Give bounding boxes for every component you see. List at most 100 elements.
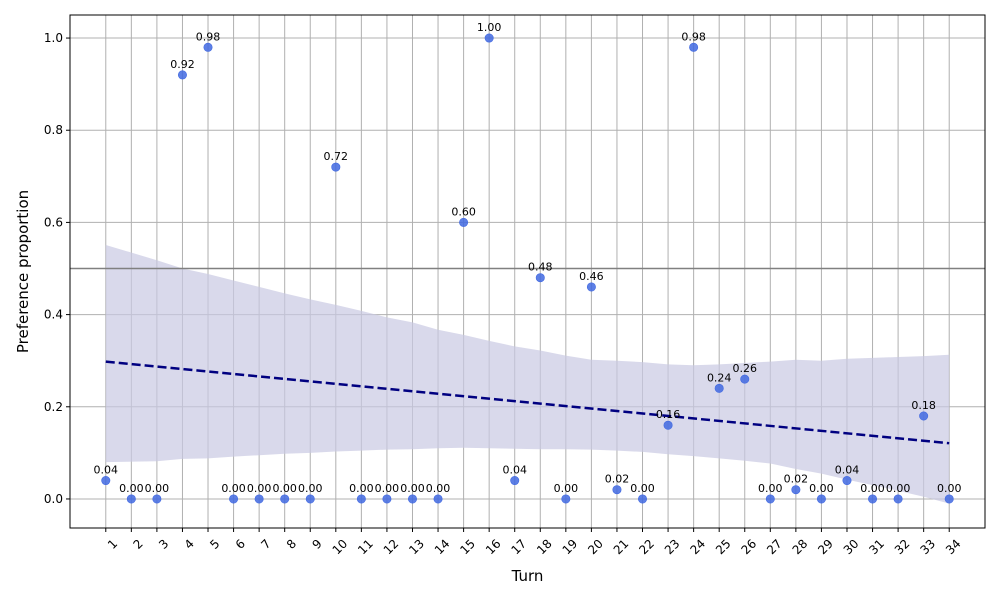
data-label: 0.00: [145, 482, 170, 495]
y-tick-label: 0.8: [44, 123, 63, 137]
y-tick-label: 0.0: [44, 492, 63, 506]
x-tick-label: 29: [815, 537, 836, 558]
data-label: 0.00: [272, 482, 297, 495]
data-point: [765, 494, 775, 504]
data-label: 0.98: [196, 30, 221, 43]
data-point: [254, 494, 264, 504]
x-tick-label: 14: [432, 537, 453, 558]
data-point: [382, 494, 392, 504]
x-axis-title: Turn: [511, 567, 544, 585]
data-point: [484, 33, 494, 43]
x-tick-label: 34: [943, 537, 964, 558]
x-tick-label: 31: [866, 537, 887, 558]
x-tick-label: 9: [309, 537, 324, 552]
data-point: [638, 494, 648, 504]
data-label: 0.00: [247, 482, 272, 495]
data-label: 0.00: [809, 482, 834, 495]
x-tick-label: 32: [892, 537, 913, 558]
data-point: [331, 162, 341, 172]
ticks-layer: 1 2 3 4 5 6 7 8 9 10 11 12 13 14 15 16 17 18 19 20 21 22 23 24 2…: [44, 31, 964, 557]
x-tick-label: 2: [131, 537, 146, 552]
trend-line-layer: [105, 360, 950, 445]
data-point: [459, 217, 469, 227]
x-tick-label: 24: [687, 537, 708, 558]
data-point: [510, 476, 520, 486]
x-tick-label: 3: [156, 537, 171, 552]
data-label: 0.00: [298, 482, 323, 495]
y-tick-label: 1.0: [44, 31, 63, 45]
data-label: 0.92: [170, 58, 195, 71]
data-point: [101, 476, 111, 486]
data-point: [663, 420, 673, 430]
data-point: [842, 476, 852, 486]
data-label: 0.00: [349, 482, 374, 495]
data-point: [816, 494, 826, 504]
data-point: [229, 494, 239, 504]
x-tick-label: 4: [182, 537, 197, 552]
data-point: [407, 494, 417, 504]
x-tick-label: 13: [406, 537, 427, 558]
data-point: [433, 494, 443, 504]
data-label: 0.00: [860, 482, 885, 495]
data-point: [612, 485, 622, 495]
data-point: [177, 70, 187, 80]
data-label: 0.00: [937, 482, 962, 495]
data-point: [868, 494, 878, 504]
points-layer: [101, 33, 954, 504]
data-label: 0.48: [528, 261, 553, 274]
data-label: 1.00: [477, 21, 502, 34]
data-point: [280, 494, 290, 504]
x-tick-label: 23: [662, 537, 683, 558]
data-label: 0.16: [656, 408, 681, 421]
data-point: [714, 383, 724, 393]
data-label: 0.00: [886, 482, 911, 495]
data-label: 0.72: [324, 150, 349, 163]
data-label: 0.00: [554, 482, 579, 495]
x-tick-label: 11: [355, 537, 376, 558]
x-tick-label: 25: [713, 537, 734, 558]
x-tick-label: 26: [739, 537, 760, 558]
data-point: [919, 411, 929, 421]
x-tick-label: 12: [381, 537, 402, 558]
trend-line: [105, 360, 950, 445]
data-point: [791, 485, 801, 495]
data-label: 0.04: [502, 464, 527, 477]
data-label: 0.00: [119, 482, 144, 495]
data-label: 0.02: [605, 473, 630, 486]
data-label: 0.04: [94, 464, 119, 477]
data-label: 0.00: [400, 482, 425, 495]
data-label: 0.02: [784, 473, 809, 486]
x-tick-label: 21: [611, 537, 632, 558]
data-point: [203, 42, 213, 52]
data-label: 0.04: [835, 464, 860, 477]
data-label: 0.24: [707, 371, 732, 384]
data-point: [152, 494, 162, 504]
data-point: [893, 494, 903, 504]
data-point: [305, 494, 315, 504]
confidence-band-layer: [105, 245, 950, 504]
y-tick-label: 0.6: [44, 215, 63, 229]
data-labels-layer: 0.040.00 0.000.920.980.00 0.00 0.00 0.000.72…: [94, 21, 962, 495]
data-point: [561, 494, 571, 504]
x-tick-label: 19: [560, 537, 581, 558]
x-tick-label: 16: [483, 537, 504, 558]
x-tick-label: 18: [534, 537, 555, 558]
y-tick-label: 0.2: [44, 400, 63, 414]
data-label: 0.60: [451, 205, 476, 218]
x-tick-label: 30: [841, 537, 862, 558]
x-tick-label: 27: [764, 537, 785, 558]
data-point: [535, 273, 545, 283]
x-tick-label: 15: [457, 537, 478, 558]
data-label: 0.18: [911, 399, 936, 412]
confidence-band: [105, 245, 950, 504]
data-label: 0.98: [681, 30, 706, 43]
data-point: [586, 282, 596, 292]
data-label: 0.26: [732, 362, 757, 375]
plot-frame: [69, 14, 986, 529]
data-label: 0.00: [630, 482, 655, 495]
data-point: [356, 494, 366, 504]
data-point: [689, 42, 699, 52]
data-point: [740, 374, 750, 384]
data-label: 0.00: [426, 482, 451, 495]
